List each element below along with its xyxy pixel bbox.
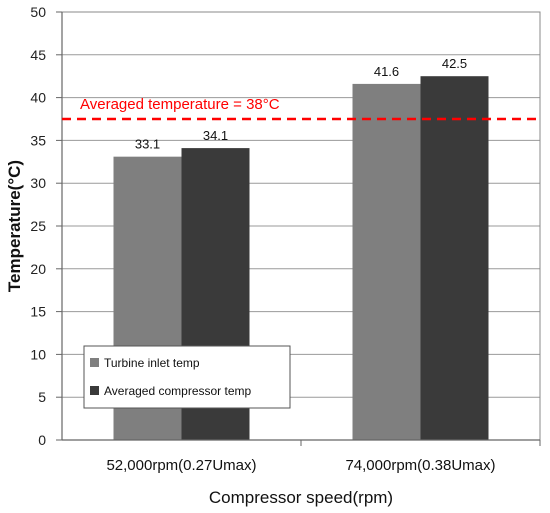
y-tick-label: 15 — [30, 304, 46, 320]
data-label: 33.1 — [135, 137, 160, 152]
reference-line-group: Averaged temperature = 38°C — [62, 96, 540, 121]
y-tick-label: 30 — [30, 175, 46, 191]
data-labels: 33.1 34.1 41.6 42.5 — [135, 56, 467, 151]
reference-line-label: Averaged temperature = 38°C — [80, 96, 280, 113]
x-category-labels: 52,000rpm(0.27Umax) 74,000rpm(0.38Umax) — [106, 440, 541, 474]
legend-label-turbine-inlet: Turbine inlet temp — [104, 356, 200, 370]
data-label: 42.5 — [442, 56, 467, 71]
x-axis-title: Compressor speed(rpm) — [209, 488, 393, 507]
y-tick-label: 50 — [30, 4, 46, 20]
legend-label-averaged-compressor: Averaged compressor temp — [104, 384, 252, 398]
legend: Turbine inlet temp Averaged compressor t… — [83, 345, 291, 409]
y-axis-title: Temperature(°C) — [5, 160, 24, 292]
x-category-label: 74,000rpm(0.38Umax) — [345, 457, 495, 474]
bar-averaged-compressor-1 — [420, 76, 489, 440]
y-tick-label: 25 — [30, 218, 46, 234]
y-tick-label: 35 — [30, 132, 46, 148]
y-tick-labels: 0 5 10 15 20 25 30 35 40 45 50 — [30, 4, 62, 448]
y-tick-label: 45 — [30, 47, 46, 63]
x-category-label: 52,000rpm(0.27Umax) — [106, 457, 256, 474]
data-label: 41.6 — [374, 64, 399, 79]
bar-turbine-inlet-1 — [352, 83, 421, 441]
y-tick-label: 40 — [30, 90, 46, 106]
data-label: 34.1 — [203, 128, 228, 143]
y-tick-label: 0 — [38, 432, 46, 448]
legend-box — [83, 345, 291, 409]
legend-swatch-turbine-inlet — [90, 358, 99, 367]
legend-swatch-averaged-compressor — [90, 386, 99, 395]
y-tick-label: 10 — [30, 346, 46, 362]
y-tick-label: 5 — [38, 389, 46, 405]
y-tick-label: 20 — [30, 261, 46, 277]
